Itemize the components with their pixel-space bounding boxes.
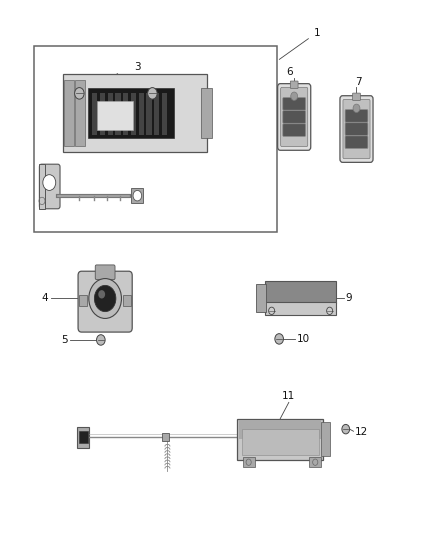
Circle shape xyxy=(133,190,141,201)
FancyBboxPatch shape xyxy=(345,110,368,122)
Circle shape xyxy=(96,335,105,345)
Bar xyxy=(201,88,212,138)
Circle shape xyxy=(353,104,360,112)
Bar xyxy=(146,93,152,135)
Bar xyxy=(131,93,136,135)
Text: 6: 6 xyxy=(286,67,293,77)
Circle shape xyxy=(342,424,350,434)
FancyBboxPatch shape xyxy=(283,124,306,136)
Bar xyxy=(79,431,88,443)
FancyBboxPatch shape xyxy=(283,98,306,110)
Bar xyxy=(162,93,167,135)
Circle shape xyxy=(89,279,121,318)
Bar xyxy=(154,93,159,135)
Bar xyxy=(242,429,319,455)
Circle shape xyxy=(268,307,275,314)
Bar xyxy=(123,295,131,306)
Bar xyxy=(79,295,87,306)
Bar xyxy=(108,93,113,135)
Circle shape xyxy=(291,92,298,100)
Circle shape xyxy=(95,285,116,312)
FancyBboxPatch shape xyxy=(343,99,370,159)
Circle shape xyxy=(74,87,84,99)
Bar xyxy=(256,284,266,312)
Text: 9: 9 xyxy=(346,293,353,303)
Bar xyxy=(265,302,336,315)
FancyBboxPatch shape xyxy=(290,81,298,88)
Bar xyxy=(309,457,321,467)
Circle shape xyxy=(327,307,332,314)
Bar xyxy=(92,93,97,135)
FancyBboxPatch shape xyxy=(283,111,306,123)
FancyBboxPatch shape xyxy=(345,136,368,149)
Circle shape xyxy=(98,290,105,298)
FancyBboxPatch shape xyxy=(281,87,308,147)
FancyBboxPatch shape xyxy=(78,271,132,332)
Bar xyxy=(39,164,45,209)
Circle shape xyxy=(275,334,283,344)
Text: 1: 1 xyxy=(279,28,320,59)
FancyBboxPatch shape xyxy=(237,418,323,460)
Text: 4: 4 xyxy=(42,293,48,303)
Bar xyxy=(34,46,277,232)
FancyBboxPatch shape xyxy=(353,93,360,100)
Bar xyxy=(77,426,89,448)
Bar xyxy=(131,188,143,203)
Text: 3: 3 xyxy=(134,62,141,72)
Bar xyxy=(243,457,254,467)
Bar xyxy=(162,433,169,441)
Bar xyxy=(96,101,133,130)
Text: 7: 7 xyxy=(355,77,362,87)
Text: 5: 5 xyxy=(61,335,67,345)
Bar xyxy=(64,80,74,146)
FancyBboxPatch shape xyxy=(39,164,60,209)
Circle shape xyxy=(148,87,157,99)
Circle shape xyxy=(43,175,56,190)
Bar xyxy=(100,93,105,135)
Bar xyxy=(265,281,336,303)
FancyBboxPatch shape xyxy=(340,96,373,163)
Bar xyxy=(139,93,144,135)
Text: 12: 12 xyxy=(354,427,367,437)
Bar xyxy=(116,93,120,135)
FancyBboxPatch shape xyxy=(64,74,207,152)
Bar xyxy=(239,421,321,439)
Bar xyxy=(123,93,128,135)
Text: 11: 11 xyxy=(282,391,296,401)
FancyBboxPatch shape xyxy=(345,123,368,135)
Bar xyxy=(88,88,174,138)
FancyBboxPatch shape xyxy=(278,84,311,150)
FancyBboxPatch shape xyxy=(95,265,115,280)
Bar xyxy=(321,422,330,456)
Text: 10: 10 xyxy=(297,334,310,344)
Bar xyxy=(75,80,85,146)
